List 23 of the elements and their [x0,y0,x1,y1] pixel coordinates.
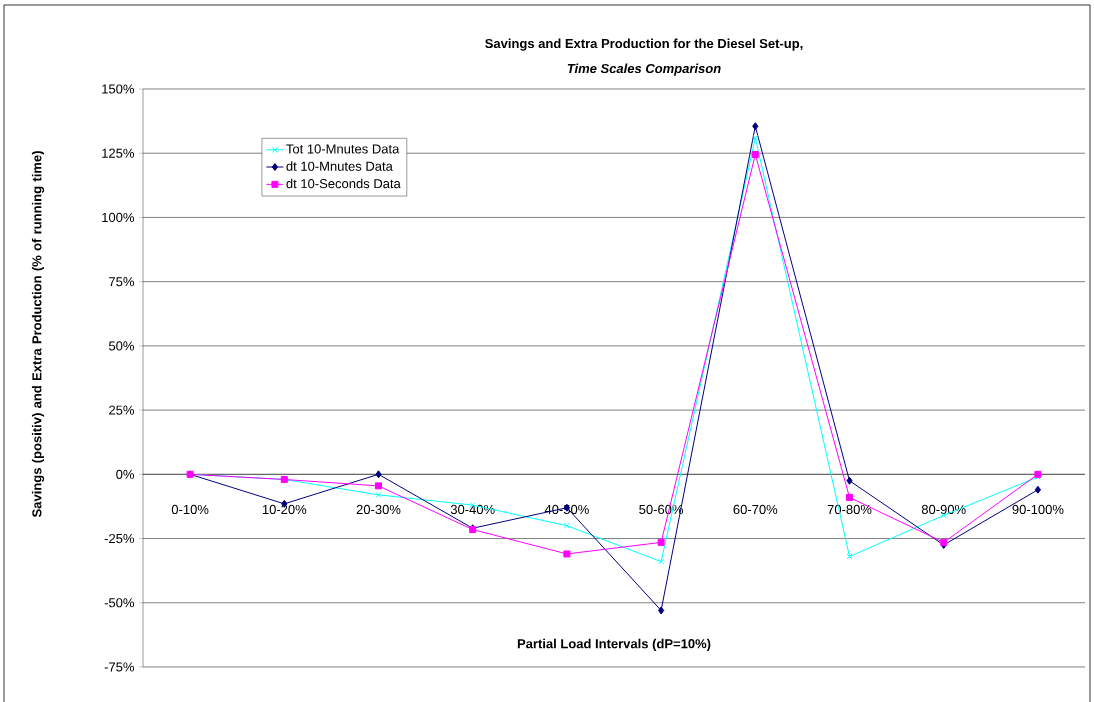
x-tick-label: 30-40% [450,504,495,515]
y-axis-title: Savings (positiv) and Extra Production (% of running time) [31,151,45,518]
y-tick-label: 150% [102,84,135,94]
x-axis-title: Partial Load Intervals (dP=10%) [517,638,711,651]
y-tick-label: -50% [104,598,135,608]
y-tick-label: 25% [109,405,135,415]
x-tick-label: 20-30% [356,504,401,515]
x-tick-label: 90-100% [1012,504,1064,515]
y-tick-label: 75% [109,277,135,287]
y-tick-label: -25% [104,533,135,544]
legend-label: dt 10-Mnutes Data [286,161,393,171]
y-tick-label: 100% [102,212,135,223]
x-tick-label: 10-20% [262,504,307,515]
chart-subtitle: Time Scales Comparison [567,63,721,76]
y-tick-label: 0% [116,469,135,479]
chart-title: Savings and Extra Production for the Diesel Set-up, [485,38,803,51]
x-tick-label: 60-70% [733,504,778,515]
y-tick-label: 125% [102,148,135,158]
y-tick-label: -75% [104,662,135,672]
legend-label: dt 10-Seconds Data [286,178,401,189]
legend-label: Tot 10-Mnutes Data [286,144,400,154]
y-tick-label: 50% [108,341,135,351]
x-tick-label: 0-10% [171,504,209,515]
